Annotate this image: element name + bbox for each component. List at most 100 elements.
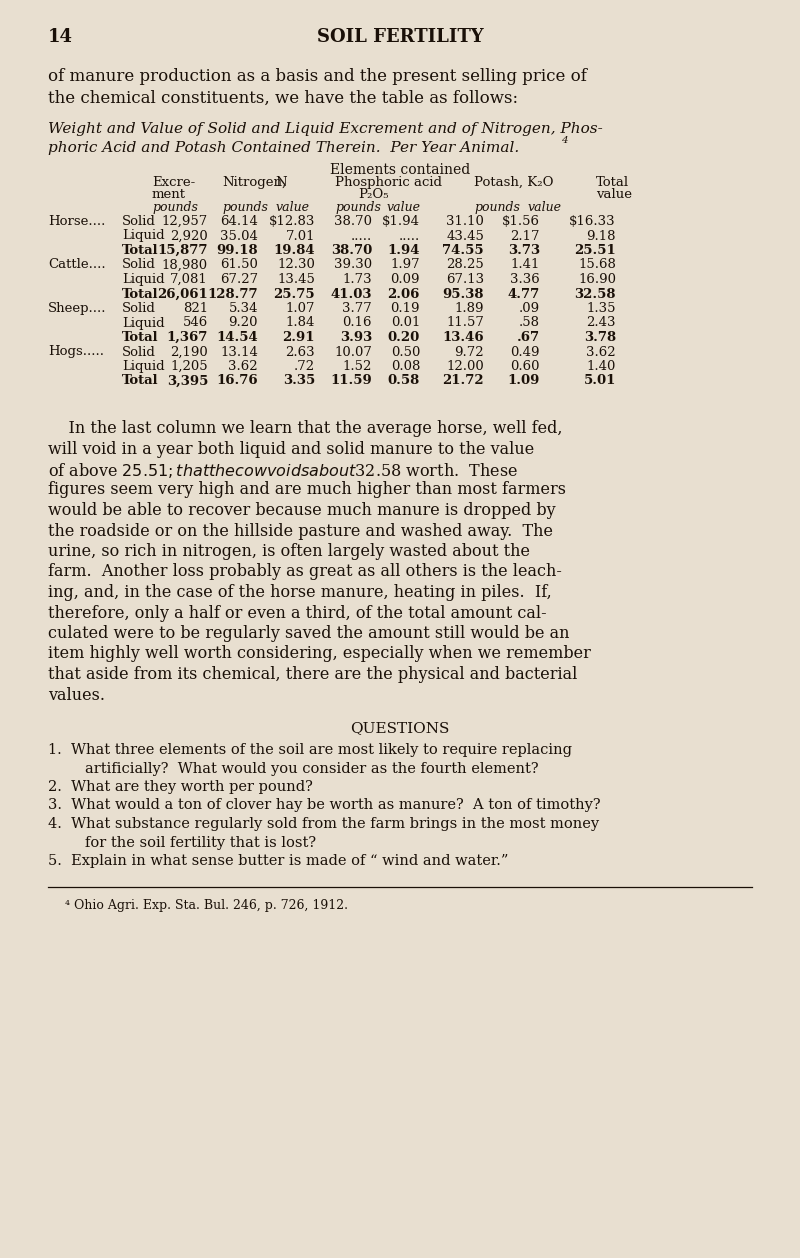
Text: Total: Total (122, 375, 158, 387)
Text: 4.77: 4.77 (508, 288, 540, 301)
Text: 61.50: 61.50 (220, 258, 258, 272)
Text: 5.34: 5.34 (229, 302, 258, 314)
Text: 21.72: 21.72 (442, 375, 484, 387)
Text: 38.70: 38.70 (334, 215, 372, 228)
Text: of manure production as a basis and the present selling price of: of manure production as a basis and the … (48, 68, 587, 86)
Text: 1.97: 1.97 (390, 258, 420, 272)
Text: 546: 546 (182, 317, 208, 330)
Text: Total: Total (596, 176, 629, 189)
Text: ing, and, in the case of the horse manure, heating in piles.  If,: ing, and, in the case of the horse manur… (48, 584, 552, 601)
Text: Solid: Solid (122, 346, 156, 359)
Text: $1.56: $1.56 (502, 215, 540, 228)
Text: 64.14: 64.14 (220, 215, 258, 228)
Text: 3.93: 3.93 (340, 331, 372, 343)
Text: 0.60: 0.60 (510, 360, 540, 374)
Text: 128.77: 128.77 (207, 288, 258, 301)
Text: 19.84: 19.84 (274, 244, 315, 257)
Text: .....: ..... (350, 229, 372, 243)
Text: .67: .67 (517, 331, 540, 343)
Text: ⁴ Ohio Agri. Exp. Sta. Bul. 246, p. 726, 1912.: ⁴ Ohio Agri. Exp. Sta. Bul. 246, p. 726,… (65, 898, 348, 912)
Text: 3.73: 3.73 (508, 244, 540, 257)
Text: ment: ment (152, 187, 186, 201)
Text: 0.16: 0.16 (342, 317, 372, 330)
Text: 0.08: 0.08 (390, 360, 420, 374)
Text: 1.84: 1.84 (286, 317, 315, 330)
Text: 0.09: 0.09 (390, 273, 420, 286)
Text: figures seem very high and are much higher than most farmers: figures seem very high and are much high… (48, 482, 566, 498)
Text: 0.19: 0.19 (390, 302, 420, 314)
Text: .58: .58 (519, 317, 540, 330)
Text: 18,980: 18,980 (162, 258, 208, 272)
Text: 9.20: 9.20 (229, 317, 258, 330)
Text: pounds: pounds (222, 201, 268, 214)
Text: the roadside or on the hillside pasture and washed away.  The: the roadside or on the hillside pasture … (48, 522, 553, 540)
Text: farm.  Another loss probably as great as all others is the leach-: farm. Another loss probably as great as … (48, 564, 562, 580)
Text: Total: Total (122, 288, 158, 301)
Text: 14: 14 (48, 28, 73, 47)
Text: Liquid: Liquid (122, 229, 165, 243)
Text: 16.76: 16.76 (216, 375, 258, 387)
Text: N: N (275, 176, 286, 189)
Text: 16.90: 16.90 (578, 273, 616, 286)
Text: 5.  Explain in what sense butter is made of “ wind and water.”: 5. Explain in what sense butter is made … (48, 854, 508, 868)
Text: 1.09: 1.09 (508, 375, 540, 387)
Text: $16.33: $16.33 (570, 215, 616, 228)
Text: Solid: Solid (122, 302, 156, 314)
Text: 2.63: 2.63 (286, 346, 315, 359)
Text: 0.58: 0.58 (388, 375, 420, 387)
Text: 2.06: 2.06 (388, 288, 420, 301)
Text: 2.17: 2.17 (510, 229, 540, 243)
Text: Nitrogen,: Nitrogen, (222, 176, 286, 189)
Text: values.: values. (48, 687, 105, 703)
Text: 3.62: 3.62 (228, 360, 258, 374)
Text: therefore, only a half or even a third, of the total amount cal-: therefore, only a half or even a third, … (48, 605, 546, 621)
Text: Solid: Solid (122, 258, 156, 272)
Text: for the soil fertility that is lost?: for the soil fertility that is lost? (48, 835, 316, 849)
Text: pounds: pounds (474, 201, 520, 214)
Text: $12.83: $12.83 (269, 215, 315, 228)
Text: value: value (276, 201, 310, 214)
Text: value: value (387, 201, 421, 214)
Text: 7,081: 7,081 (170, 273, 208, 286)
Text: 1.73: 1.73 (342, 273, 372, 286)
Text: 821: 821 (183, 302, 208, 314)
Text: 0.50: 0.50 (390, 346, 420, 359)
Text: 13.46: 13.46 (442, 331, 484, 343)
Text: Excre-: Excre- (152, 176, 195, 189)
Text: 35.04: 35.04 (220, 229, 258, 243)
Text: 25.75: 25.75 (274, 288, 315, 301)
Text: 95.38: 95.38 (442, 288, 484, 301)
Text: 26,061: 26,061 (158, 288, 208, 301)
Text: 2,190: 2,190 (170, 346, 208, 359)
Text: 12.00: 12.00 (446, 360, 484, 374)
Text: 41.03: 41.03 (330, 288, 372, 301)
Text: 3.35: 3.35 (282, 375, 315, 387)
Text: 2.  What are they worth per pound?: 2. What are they worth per pound? (48, 780, 313, 794)
Text: 11.59: 11.59 (330, 375, 372, 387)
Text: Total: Total (122, 244, 158, 257)
Text: Liquid: Liquid (122, 317, 165, 330)
Text: Weight and Value of Solid and Liquid Excrement and of Nitrogen, Phos-: Weight and Value of Solid and Liquid Exc… (48, 122, 602, 136)
Text: 32.58: 32.58 (574, 288, 616, 301)
Text: 10.07: 10.07 (334, 346, 372, 359)
Text: 11.57: 11.57 (446, 317, 484, 330)
Text: 1.35: 1.35 (586, 302, 616, 314)
Text: 9.18: 9.18 (586, 229, 616, 243)
Text: phoric Acid and Potash Contained Therein.  Per Year Animal.: phoric Acid and Potash Contained Therein… (48, 141, 519, 155)
Text: 3.62: 3.62 (586, 346, 616, 359)
Text: 3.  What would a ton of clover hay be worth as manure?  A ton of timothy?: 3. What would a ton of clover hay be wor… (48, 799, 601, 813)
Text: 4.  What substance regularly sold from the farm brings in the most money: 4. What substance regularly sold from th… (48, 816, 599, 832)
Text: .72: .72 (294, 360, 315, 374)
Text: Cattle....: Cattle.... (48, 258, 106, 272)
Text: In the last column we learn that the average horse, well fed,: In the last column we learn that the ave… (48, 420, 562, 437)
Text: 0.01: 0.01 (390, 317, 420, 330)
Text: 43.45: 43.45 (446, 229, 484, 243)
Text: 99.18: 99.18 (216, 244, 258, 257)
Text: Liquid: Liquid (122, 273, 165, 286)
Text: 1,205: 1,205 (170, 360, 208, 374)
Text: 12.30: 12.30 (277, 258, 315, 272)
Text: .....: ..... (398, 229, 420, 243)
Text: of above $25.51; that the cow voids about $32.58 worth.  These: of above $25.51; that the cow voids abou… (48, 460, 518, 481)
Text: Potash, K₂O: Potash, K₂O (474, 176, 554, 189)
Text: 14.54: 14.54 (216, 331, 258, 343)
